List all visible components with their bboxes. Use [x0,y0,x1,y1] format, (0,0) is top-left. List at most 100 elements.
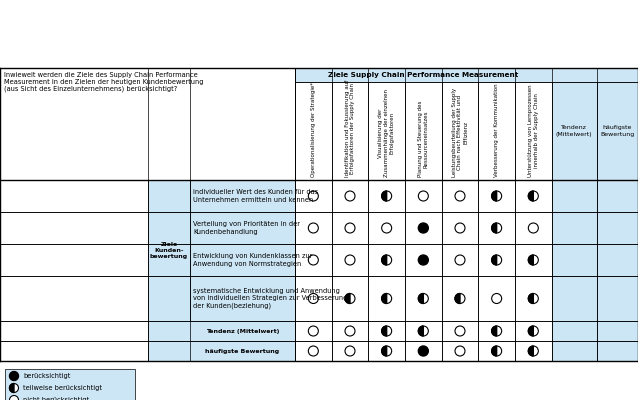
Bar [597,321,638,341]
Bar [190,244,295,276]
Circle shape [528,294,538,304]
Circle shape [455,346,465,356]
Bar [478,244,515,276]
Bar [0,244,148,276]
Text: systematische Entwicklung und Anwendung
von individuellen Strategien zur Verbess: systematische Entwicklung und Anwendung … [193,288,347,309]
Bar [0,180,148,212]
Bar [295,68,638,180]
Circle shape [382,223,392,233]
Bar [0,276,148,321]
Bar [405,180,441,212]
Wedge shape [345,294,350,304]
Bar [148,212,190,244]
Circle shape [419,346,428,356]
Circle shape [382,255,392,265]
Wedge shape [382,326,387,336]
Bar [405,244,441,276]
Circle shape [308,294,318,304]
Circle shape [492,223,501,233]
Bar [405,82,441,180]
Circle shape [308,255,318,265]
Bar [441,180,478,212]
Bar [552,276,597,321]
Wedge shape [382,294,387,304]
Wedge shape [10,384,14,392]
Bar [515,276,552,321]
Bar [148,244,190,276]
Bar [478,212,515,244]
Circle shape [528,191,538,201]
Bar [597,212,638,244]
Bar [368,276,405,321]
Bar [405,276,441,321]
Bar [332,212,368,244]
Circle shape [492,294,501,304]
Bar [441,82,478,180]
Text: Tendenz
(Mittelwert): Tendenz (Mittelwert) [556,125,593,137]
Bar [405,321,441,341]
Bar [295,82,332,180]
Circle shape [419,255,428,265]
Circle shape [455,294,465,304]
Text: nicht berücksichtigt: nicht berücksichtigt [23,397,89,400]
Bar [295,244,332,276]
Bar [148,276,190,321]
Circle shape [308,326,318,336]
Circle shape [528,346,538,356]
Bar [5,369,135,400]
Bar [515,180,552,212]
Text: Identifikation und Fokussierung auf
Erfolgsfaktoren der Supply Chain: Identifikation und Fokussierung auf Erfo… [345,80,355,177]
Wedge shape [382,255,387,265]
Bar [597,244,638,276]
Bar [515,341,552,361]
Circle shape [382,294,392,304]
Wedge shape [528,326,533,336]
Bar [515,82,552,180]
Bar [368,244,405,276]
Bar [0,321,148,341]
Circle shape [419,191,428,201]
Circle shape [345,255,355,265]
Bar [368,321,405,341]
Circle shape [308,346,318,356]
Bar [597,82,638,180]
Text: Tendenz (Mittelwert): Tendenz (Mittelwert) [206,328,279,334]
Wedge shape [419,326,424,336]
Bar [478,276,515,321]
Bar [368,212,405,244]
Text: Visualisierung der
Zusammenhänge der einzelnen
Erfolgsfaktoren: Visualisierung der Zusammenhänge der ein… [378,89,395,177]
Wedge shape [492,223,496,233]
Bar [552,244,597,276]
Circle shape [345,326,355,336]
Bar [552,180,597,212]
Bar [332,180,368,212]
Bar [478,180,515,212]
Bar [597,341,638,361]
Bar [332,276,368,321]
Circle shape [345,346,355,356]
Circle shape [455,191,465,201]
Bar [148,321,295,341]
Circle shape [308,223,318,233]
Text: individueller Wert des Kunden für das
Unternehmen ermitteln und kennen: individueller Wert des Kunden für das Un… [193,189,318,203]
Wedge shape [419,294,424,304]
Wedge shape [528,191,533,201]
Circle shape [492,346,501,356]
Circle shape [419,223,428,233]
Bar [295,321,332,341]
Wedge shape [455,294,460,304]
Circle shape [10,384,19,392]
Bar [515,244,552,276]
Bar [332,321,368,341]
Wedge shape [528,346,533,356]
Circle shape [345,191,355,201]
Bar [441,212,478,244]
Bar [478,321,515,341]
Text: Ziele
Kunden-
bewertung: Ziele Kunden- bewertung [150,242,188,259]
Bar [368,180,405,212]
Bar [332,244,368,276]
Circle shape [419,326,428,336]
Circle shape [308,191,318,201]
Circle shape [492,255,501,265]
Circle shape [528,326,538,336]
